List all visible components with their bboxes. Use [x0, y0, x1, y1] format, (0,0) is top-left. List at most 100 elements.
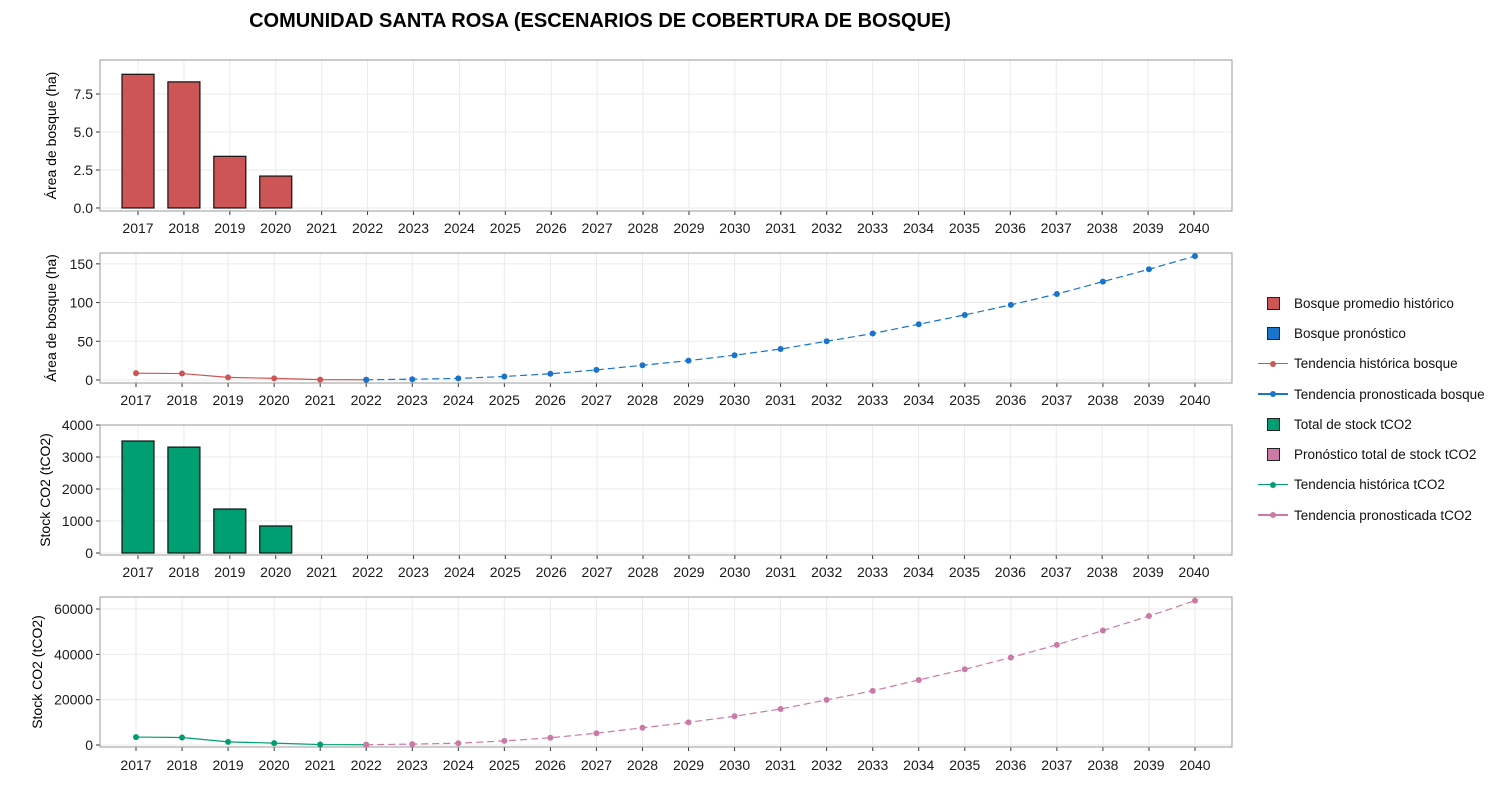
data-point-2022 — [363, 376, 370, 383]
x-tick-label: 2021 — [305, 392, 336, 408]
legend: Bosque promedio histórico Bosque pronósti… — [1258, 288, 1485, 530]
legend-label: Tendencia histórica bosque — [1294, 356, 1458, 372]
x-tick-label: 2035 — [949, 757, 980, 773]
x-tick-label: 2017 — [120, 757, 151, 773]
x-tick-label: 2040 — [1179, 757, 1210, 773]
x-tick-label: 2039 — [1133, 220, 1164, 236]
x-tick-label: 2036 — [995, 220, 1026, 236]
data-point-2028 — [639, 362, 646, 369]
data-point-2019 — [225, 738, 232, 745]
data-point-2017 — [133, 370, 139, 377]
x-tick-label: 2024 — [443, 757, 474, 773]
x-tick-label: 2035 — [949, 392, 980, 408]
x-tick-label: 2022 — [352, 564, 383, 580]
data-point-2029 — [685, 719, 692, 726]
data-point-2035 — [961, 311, 968, 318]
x-tick-label: 2028 — [627, 564, 658, 580]
data-point-2022 — [363, 741, 370, 748]
x-tick-label: 2029 — [673, 392, 704, 408]
x-tick-label: 2023 — [397, 392, 428, 408]
data-point-2021 — [317, 741, 324, 748]
y-tick-label: 7.5 — [74, 86, 94, 102]
data-point-2032 — [823, 696, 830, 703]
data-point-2029 — [685, 357, 692, 364]
y-axis-label: Área de bosque (ha) — [43, 254, 59, 382]
x-tick-label: 2038 — [1087, 392, 1118, 408]
x-tick-label: 2021 — [306, 564, 337, 580]
bar-2018 — [167, 446, 201, 554]
x-tick-label: 2029 — [673, 220, 704, 236]
x-tick-label: 2028 — [627, 757, 658, 773]
y-axis-label: Stock CO2 (tCO2) — [29, 615, 45, 729]
x-tick-label: 2040 — [1179, 392, 1210, 408]
x-tick-label: 2032 — [811, 392, 842, 408]
x-tick-label: 2036 — [995, 564, 1026, 580]
data-point-2024 — [455, 740, 462, 747]
legend-box-icon — [1258, 296, 1288, 310]
legend-item: Tendencia histórica tCO2 — [1258, 470, 1485, 500]
data-point-2031 — [777, 346, 784, 353]
y-tick-label: 2000 — [62, 481, 93, 497]
x-tick-label: 2020 — [260, 564, 291, 580]
bar-2020 — [259, 175, 293, 209]
legend-label: Bosque pronóstico — [1294, 325, 1406, 341]
x-tick-label: 2038 — [1087, 757, 1118, 773]
x-tick-label: 2017 — [122, 220, 153, 236]
legend-line-icon — [1258, 510, 1288, 520]
bar-2017 — [121, 73, 155, 209]
x-tick-label: 2032 — [811, 757, 842, 773]
data-point-2038 — [1099, 627, 1106, 634]
x-tick-label: 2025 — [490, 564, 521, 580]
legend-item: Bosque pronóstico — [1258, 318, 1485, 348]
data-point-2035 — [961, 666, 968, 673]
x-tick-label: 2017 — [122, 564, 153, 580]
data-point-2040 — [1192, 253, 1198, 260]
bar-2017 — [121, 440, 155, 554]
legend-item: Bosque promedio histórico — [1258, 288, 1485, 318]
data-point-2032 — [823, 338, 830, 345]
panel-background — [100, 597, 1232, 747]
x-tick-label: 2020 — [259, 392, 290, 408]
legend-item: Tendencia histórica bosque — [1258, 349, 1485, 379]
data-point-2037 — [1053, 641, 1060, 648]
legend-line-icon — [1258, 480, 1288, 490]
x-tick-label: 2039 — [1133, 757, 1164, 773]
legend-label: Tendencia pronosticada bosque — [1294, 386, 1485, 402]
x-tick-label: 2033 — [857, 564, 888, 580]
data-point-2026 — [547, 370, 554, 377]
x-tick-label: 2037 — [1041, 220, 1072, 236]
legend-item: Total de stock tCO2 — [1258, 409, 1485, 439]
y-tick-label: 50 — [77, 333, 93, 349]
legend-box-icon — [1258, 448, 1288, 462]
x-tick-label: 2027 — [581, 392, 612, 408]
x-tick-label: 2026 — [535, 757, 566, 773]
x-tick-label: 2035 — [949, 220, 980, 236]
x-tick-label: 2022 — [351, 757, 382, 773]
legend-item: Tendencia pronosticada tCO2 — [1258, 500, 1485, 530]
x-tick-label: 2034 — [903, 757, 934, 773]
x-tick-label: 2022 — [352, 220, 383, 236]
x-tick-label: 2025 — [489, 757, 520, 773]
x-tick-label: 2023 — [398, 220, 429, 236]
y-tick-label: 1000 — [62, 513, 93, 529]
x-tick-label: 2037 — [1041, 392, 1072, 408]
data-point-2036 — [1007, 654, 1014, 661]
x-tick-label: 2033 — [857, 392, 888, 408]
x-tick-label: 2032 — [811, 564, 842, 580]
legend-label: Bosque promedio histórico — [1294, 295, 1454, 311]
x-tick-label: 2019 — [214, 564, 245, 580]
y-tick-label: 0 — [85, 737, 93, 753]
series-line — [135, 736, 367, 746]
x-tick-label: 2034 — [903, 564, 934, 580]
x-tick-label: 2030 — [719, 220, 750, 236]
panel-background — [100, 253, 1232, 383]
y-tick-label: 5.0 — [74, 124, 94, 140]
y-tick-label: 0 — [85, 545, 93, 561]
data-point-2036 — [1007, 301, 1014, 308]
data-point-2026 — [547, 734, 554, 741]
x-tick-label: 2020 — [259, 757, 290, 773]
series-line — [135, 372, 367, 381]
x-tick-label: 2036 — [995, 757, 1026, 773]
y-tick-label: 150 — [70, 256, 94, 272]
x-tick-label: 2026 — [535, 392, 566, 408]
